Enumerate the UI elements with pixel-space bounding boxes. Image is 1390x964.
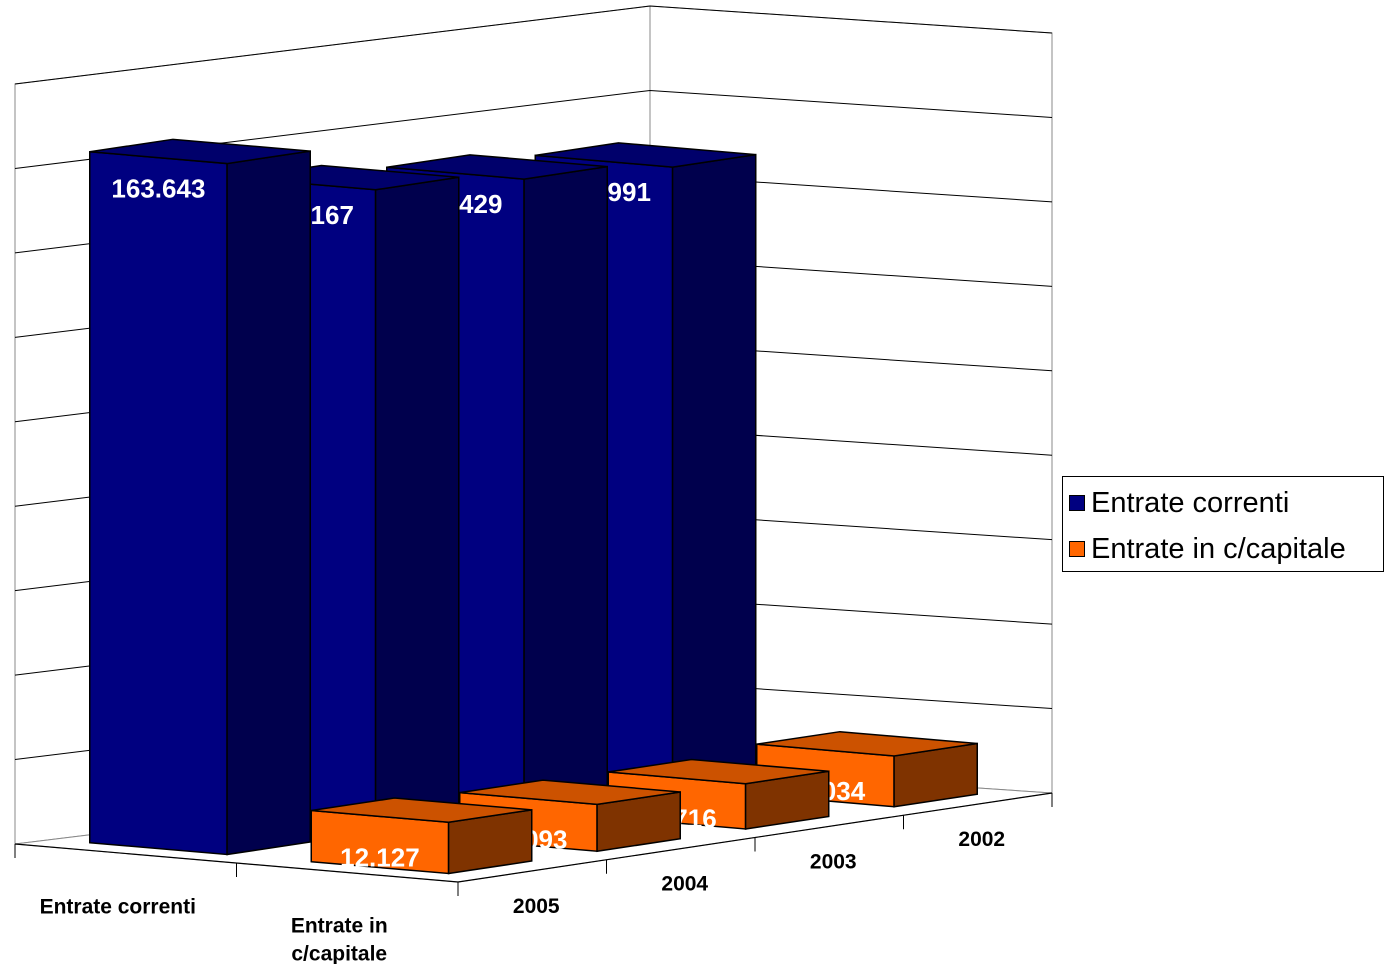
legend-swatch-entrate-correnti	[1069, 495, 1085, 511]
bar-top-face	[756, 730, 978, 757]
legend-label-entrate-correnti: Entrate correnti	[1091, 486, 1290, 519]
bars: 146.99112.034149.42910.716152.16711.0931…	[89, 138, 978, 875]
gridline	[14, 89, 1053, 169]
legend-item-entrate-correnti: Entrate correnti	[1069, 485, 1289, 521]
category-axis-label: 2005	[513, 895, 560, 918]
data-label: 12.127	[340, 842, 420, 872]
legend: Entrate correnti Entrate in c/capitale	[1062, 476, 1384, 572]
bar-side-face	[374, 176, 460, 834]
bar-top-face	[89, 138, 311, 165]
category-axis-label: 2003	[810, 850, 857, 873]
bar-top-face	[535, 142, 756, 168]
legend-label-entrate-capitale: Entrate in c/capitale	[1091, 532, 1346, 565]
category-axis-label: 2004	[661, 873, 708, 896]
bar-side-face	[671, 153, 757, 789]
series-axis-label-line: Entrate in	[291, 915, 388, 938]
bar-top-face	[459, 779, 681, 806]
series-axis-label: Entrate correnti	[40, 896, 196, 919]
bar-front-face	[89, 150, 228, 856]
bar-top-face	[386, 154, 608, 180]
axis-labels: Entrate correnti Entrate in c/capitale 2005…	[40, 828, 1006, 964]
series-axis-label: Entrate in c/capitale	[291, 915, 388, 964]
data-label: 163.643	[111, 174, 205, 204]
bar-side-face	[523, 165, 608, 811]
category-axis-label: 2002	[958, 828, 1005, 851]
legend-item-entrate-capitale: Entrate in c/capitale	[1069, 531, 1346, 567]
bar-entrate-correnti-2005: 163.643	[89, 138, 311, 856]
bar-top-face	[311, 797, 532, 824]
legend-swatch-entrate-capitale	[1069, 541, 1085, 557]
series-axis-label-line: c/capitale	[291, 943, 387, 964]
bar-entrate-capitale-2005: 12.127	[310, 797, 533, 875]
bar-side-face	[226, 150, 311, 856]
bar-top-face	[608, 758, 829, 785]
gridline	[14, 5, 1053, 85]
